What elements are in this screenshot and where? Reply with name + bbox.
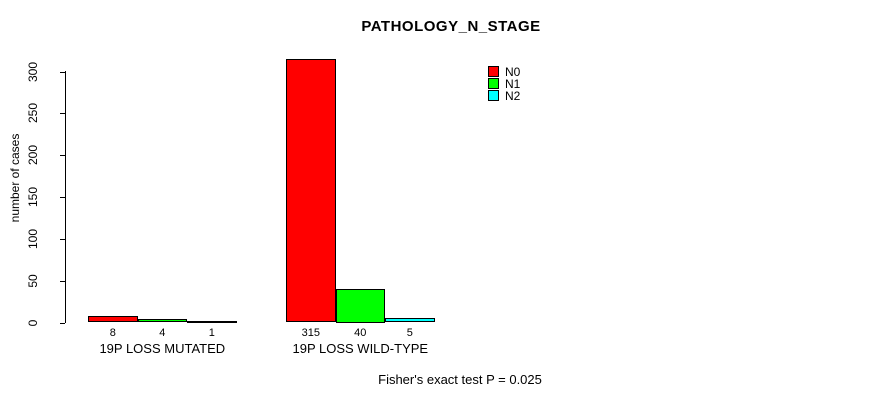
bar-n1-group1 [137, 319, 187, 323]
legend-label: N1 [505, 77, 521, 91]
y-axis-tick [60, 322, 65, 324]
y-axis-tick [60, 155, 65, 157]
legend-swatch-n1 [488, 78, 499, 89]
y-axis-tick-label: 100 [26, 228, 40, 249]
chart-title: PATHOLOGY_N_STAGE [361, 18, 541, 35]
y-axis-tick [60, 71, 65, 73]
y-axis-tick [60, 113, 65, 115]
group-label: 19P LOSS WILD-TYPE [292, 341, 429, 356]
group-label: 19P LOSS MUTATED [99, 341, 226, 356]
bar-value-label: 5 [406, 327, 413, 339]
bar-value-label: 1 [208, 327, 215, 339]
bar-value-label: 315 [301, 327, 320, 339]
legend-swatch-n0 [488, 66, 499, 77]
y-axis-tick [60, 238, 65, 240]
legend-swatch-n2 [488, 90, 499, 101]
y-axis-tick-label: 200 [26, 145, 40, 166]
bar-n0-group1 [88, 315, 138, 323]
y-axis-tick-label: 0 [26, 319, 40, 326]
y-axis-tick [60, 280, 65, 282]
y-axis-tick-label: 300 [26, 61, 40, 82]
bar-value-label: 40 [354, 327, 367, 339]
bar-n2-group2 [385, 318, 435, 323]
legend-label: N2 [505, 89, 521, 103]
bar-value-label: 4 [159, 327, 166, 339]
y-axis-line [65, 71, 66, 323]
fisher-test-annotation: Fisher's exact test P = 0.025 [378, 372, 542, 387]
bar-n2-group1 [187, 321, 237, 323]
bar-value-label: 8 [109, 327, 116, 339]
y-axis-label: number of cases [8, 133, 22, 223]
y-axis-tick [60, 197, 65, 198]
bar-n1-group2 [335, 289, 385, 323]
bar-n0-group2 [286, 58, 336, 323]
y-axis-tick-label: 50 [26, 274, 40, 288]
y-axis-tick-label: 250 [26, 103, 40, 124]
legend-label: N0 [505, 65, 521, 79]
y-axis-tick-label: 150 [26, 186, 40, 208]
